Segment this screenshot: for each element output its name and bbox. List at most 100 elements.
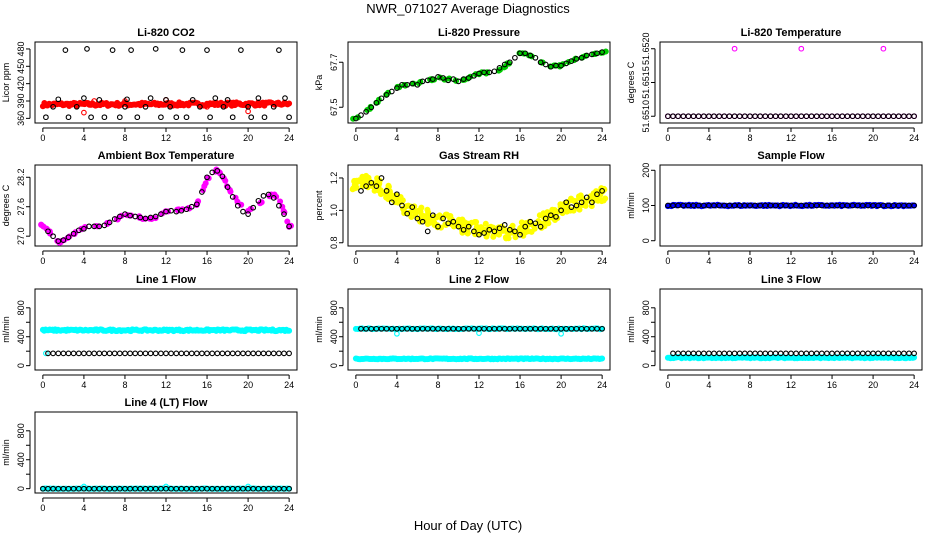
series-black	[665, 113, 917, 120]
data-point	[188, 203, 195, 210]
x-tick-label: 0	[353, 133, 358, 143]
plot-frame	[347, 288, 611, 371]
data-point	[798, 113, 805, 120]
panel-title: Li-820 CO2	[137, 27, 194, 39]
data-point	[859, 202, 866, 209]
plot-frame	[34, 164, 298, 247]
data-point	[501, 222, 508, 228]
x-tick-label: 12	[786, 133, 796, 143]
panel-title: Ambient Box Temperature	[98, 150, 235, 162]
x-tick-label: 8	[122, 256, 127, 266]
x-tick-label: 24	[909, 380, 919, 390]
data-point	[286, 350, 292, 357]
data-point	[685, 113, 692, 120]
y-tick-label: 360	[16, 111, 26, 126]
data-point	[124, 96, 130, 103]
y-axis-label: degrees C	[1, 184, 11, 226]
data-point	[675, 350, 681, 357]
data-point	[793, 113, 799, 120]
plot-frame	[347, 164, 611, 247]
y-tick-label: 0	[329, 363, 339, 368]
x-tick-label: 24	[284, 503, 294, 513]
data-point	[222, 177, 229, 184]
data-point	[700, 113, 707, 120]
data-point	[158, 211, 164, 217]
data-point	[553, 213, 559, 220]
data-point	[286, 223, 292, 230]
data-point	[762, 350, 769, 357]
data-point	[394, 330, 400, 337]
x-tick-label: 8	[747, 133, 752, 143]
data-point	[86, 223, 92, 230]
data-point	[665, 113, 671, 120]
data-point	[234, 485, 241, 492]
data-point	[594, 50, 600, 57]
data-point	[706, 113, 712, 120]
data-point	[353, 115, 359, 122]
y-tick-label: 450	[16, 59, 26, 74]
data-point	[788, 113, 794, 120]
data-point	[50, 485, 56, 492]
x-tick-label: 20	[868, 133, 878, 143]
data-point	[286, 114, 292, 121]
data-point	[415, 207, 422, 214]
data-point	[55, 350, 62, 357]
x-tick-label: 4	[81, 503, 86, 513]
y-tick-label: 0	[641, 363, 651, 368]
data-point	[854, 113, 861, 120]
x-tick-label: 16	[827, 380, 837, 390]
x-tick-label: 20	[243, 503, 253, 513]
data-point	[491, 228, 498, 235]
x-tick-label: 20	[556, 380, 566, 390]
data-point	[532, 54, 539, 61]
y-axis-label: ml/min	[314, 316, 324, 343]
data-point	[163, 483, 169, 490]
data-point	[680, 113, 687, 120]
data-point	[219, 173, 226, 180]
x-tick-label: 8	[122, 133, 127, 143]
data-point	[471, 218, 478, 225]
data-point	[250, 350, 257, 357]
x-tick-label: 16	[202, 133, 212, 143]
series-black	[358, 175, 605, 238]
data-point	[45, 228, 51, 235]
x-tick-label: 8	[122, 380, 127, 390]
data-point	[583, 52, 590, 59]
data-point	[152, 485, 159, 492]
data-point	[545, 220, 552, 227]
data-point	[388, 199, 395, 206]
data-point	[229, 194, 236, 200]
data-point	[224, 350, 231, 357]
y-tick-label: 200	[641, 163, 651, 178]
data-point	[229, 350, 236, 357]
data-point	[478, 224, 485, 231]
data-point	[286, 100, 293, 107]
x-tick-label: 12	[786, 380, 796, 390]
chart-panel-4: Ambient Box Temperature 0 4 8 12 16 20 24 27.0 27…	[1, 150, 298, 266]
x-tick-label: 16	[827, 133, 837, 143]
data-point	[440, 215, 446, 222]
data-point	[602, 195, 609, 202]
data-point	[818, 113, 825, 120]
x-tick-label: 8	[435, 380, 440, 390]
data-point	[201, 183, 208, 190]
data-point	[163, 97, 169, 103]
x-tick-label: 4	[81, 380, 86, 390]
x-tick-label: 20	[243, 133, 253, 143]
data-point	[813, 113, 820, 120]
figure-title: NWR_071027 Average Diagnostics	[366, 1, 570, 16]
points-group	[39, 46, 293, 121]
data-point	[829, 350, 835, 357]
data-point	[227, 188, 234, 195]
data-point	[865, 113, 871, 120]
x-tick-label: 20	[556, 256, 566, 266]
data-point	[576, 206, 583, 213]
data-point	[501, 61, 508, 68]
data-point	[399, 197, 406, 204]
data-point	[178, 350, 185, 357]
data-point	[502, 234, 509, 241]
data-point	[563, 325, 570, 332]
plot-frame	[659, 288, 923, 371]
x-tick-label: 0	[665, 380, 670, 390]
x-tick-label: 8	[747, 256, 752, 266]
